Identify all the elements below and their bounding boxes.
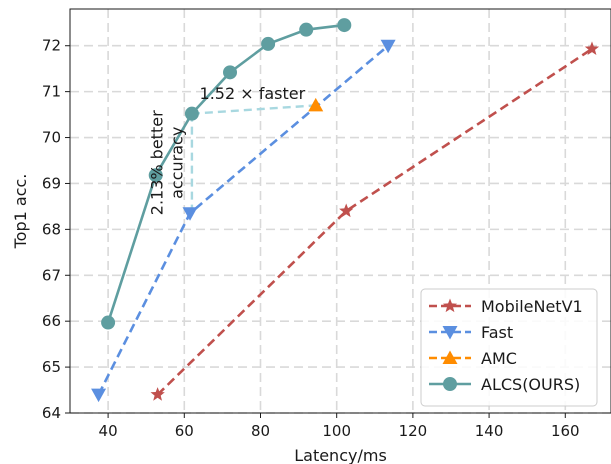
annotation-faster: 1.52 × faster bbox=[200, 84, 306, 103]
legend-marker bbox=[442, 326, 458, 340]
data-point bbox=[261, 36, 276, 51]
x-tick-label: 160 bbox=[551, 422, 580, 440]
series-amc bbox=[308, 97, 324, 112]
x-tick-label: 100 bbox=[322, 422, 351, 440]
legend-marker bbox=[442, 350, 458, 364]
data-point bbox=[337, 18, 352, 33]
legend-marker bbox=[443, 377, 457, 391]
series-mobilenetv1 bbox=[150, 41, 600, 401]
series-line bbox=[156, 47, 593, 396]
series-alcs-ours- bbox=[101, 18, 352, 330]
data-point bbox=[91, 388, 107, 403]
legend-label: AMC bbox=[481, 349, 517, 368]
y-tick-label: 72 bbox=[42, 37, 61, 55]
ticks: 40 60 80 100 120 140 160 64 65 66 67 68 69 70 71 72 bbox=[42, 37, 580, 440]
y-tick-label: 65 bbox=[42, 358, 61, 376]
legend-marker bbox=[442, 298, 458, 313]
y-tick-label: 71 bbox=[42, 83, 61, 101]
data-point bbox=[223, 65, 238, 80]
data-point bbox=[182, 207, 198, 221]
annotation-accuracy-line: accuracy bbox=[168, 127, 187, 199]
x-tick-label: 40 bbox=[99, 422, 118, 440]
data-point bbox=[299, 22, 314, 37]
y-tick-label: 68 bbox=[42, 220, 61, 238]
y-axis-label: Top1 acc. bbox=[11, 174, 30, 250]
legend-label: MobileNetV1 bbox=[481, 297, 583, 316]
data-point bbox=[584, 41, 600, 55]
series-layer bbox=[91, 18, 600, 403]
y-tick-label: 64 bbox=[42, 404, 61, 422]
x-tick-label: 60 bbox=[175, 422, 194, 440]
x-tick-label: 80 bbox=[251, 422, 270, 440]
data-point bbox=[101, 315, 116, 330]
data-point bbox=[308, 97, 324, 112]
guide-lines bbox=[190, 104, 316, 214]
y-tick-label: 70 bbox=[42, 129, 61, 147]
data-point bbox=[150, 387, 165, 401]
annotation-accuracy-group: 2.13% better accuracy bbox=[148, 110, 187, 215]
y-tick-label: 67 bbox=[42, 266, 61, 284]
y-tick-label: 66 bbox=[42, 312, 61, 330]
plot-frame bbox=[69, 8, 611, 414]
legend-label: ALCS(OURS) bbox=[481, 375, 580, 394]
data-point bbox=[339, 203, 354, 218]
x-axis-label: Latency/ms bbox=[294, 446, 387, 464]
data-point bbox=[148, 168, 163, 183]
data-point bbox=[184, 106, 199, 121]
legend-label: Fast bbox=[481, 323, 513, 342]
x-tick-label: 140 bbox=[475, 422, 504, 440]
annotation-accuracy-line: 2.13% better bbox=[148, 110, 167, 215]
legend: MobileNetV1 Fast AMC ALCS(OURS) bbox=[420, 288, 598, 407]
guide-line bbox=[191, 104, 316, 115]
series-fast bbox=[91, 39, 396, 403]
x-tick-label: 120 bbox=[399, 422, 428, 440]
y-tick-label: 69 bbox=[42, 174, 61, 192]
legend-box bbox=[420, 288, 598, 407]
data-point bbox=[380, 39, 396, 54]
